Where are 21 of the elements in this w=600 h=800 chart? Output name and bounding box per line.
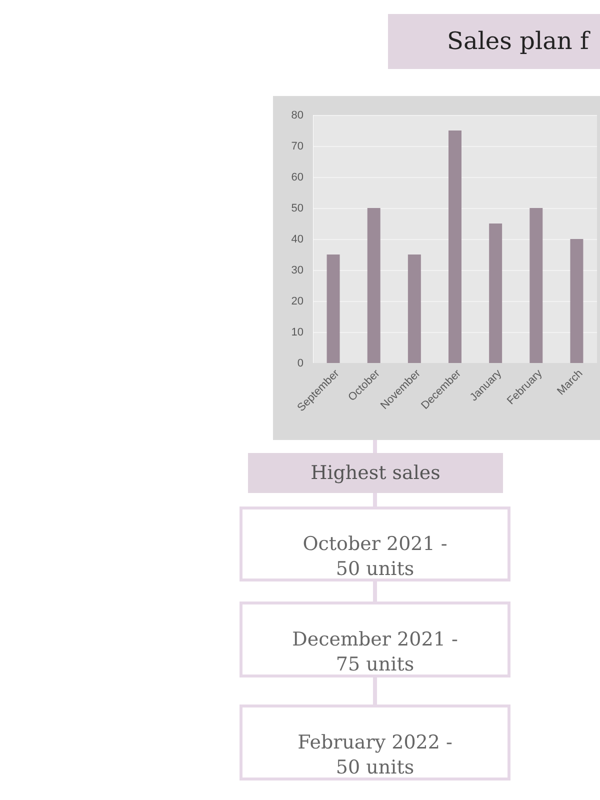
y-tick-label: 70 xyxy=(291,140,304,152)
y-tick-label: 50 xyxy=(291,202,304,214)
text: February 2022 - 50 units xyxy=(298,732,452,778)
text: Highest sales xyxy=(310,462,440,484)
text: December 2021 - 75 units xyxy=(292,628,458,676)
bar xyxy=(367,208,380,363)
y-tick-label: 80 xyxy=(291,110,304,122)
bar xyxy=(489,224,502,363)
bar xyxy=(408,254,421,363)
bar xyxy=(448,130,462,363)
chart-title: Sales plan f xyxy=(447,27,592,55)
bar xyxy=(570,239,584,363)
bar xyxy=(326,254,340,363)
bar xyxy=(530,208,543,363)
text: October 2021 - 50 units xyxy=(302,533,448,580)
y-tick-label: 60 xyxy=(291,172,304,184)
y-tick-label: 40 xyxy=(291,234,304,246)
y-tick-label: 20 xyxy=(291,296,304,308)
y-tick-label: 0 xyxy=(297,358,304,370)
y-tick-label: 30 xyxy=(291,264,304,276)
y-tick-label: 10 xyxy=(291,326,304,338)
